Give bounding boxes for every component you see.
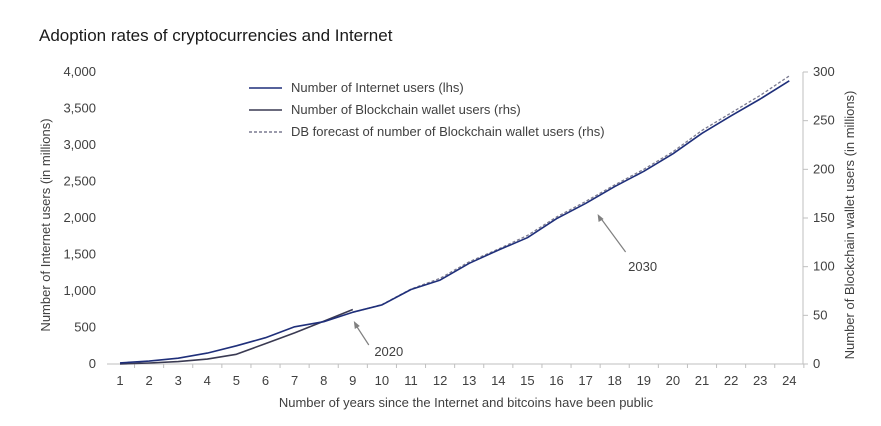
x-tick: 17 (578, 373, 592, 388)
left-axis-ticks: 0 500 1,000 1,500 2,000 2,500 3,000 3,500 4,000 (63, 64, 96, 371)
x-tick: 11 (404, 373, 418, 388)
annotation-arrowhead-2020 (353, 321, 360, 329)
y-tick-left: 2,500 (63, 174, 96, 189)
x-tick: 19 (637, 373, 651, 388)
y-tick-left: 3,500 (63, 101, 96, 116)
y-tick-left: 500 (74, 320, 96, 335)
y-tick-left: 0 (89, 356, 96, 371)
legend-label-2: Number of Blockchain wallet users (rhs) (291, 102, 521, 117)
x-tick: 16 (549, 373, 563, 388)
series-layer (119, 75, 790, 365)
x-tick: 22 (724, 373, 738, 388)
annotations: 2020 2030 (353, 214, 657, 359)
chart-title: Adoption rates of cryptocurrencies and I… (39, 26, 393, 45)
annotation-arrow-2030 (600, 217, 627, 253)
x-tick: 12 (433, 373, 447, 388)
y-tick-left: 3,000 (63, 137, 96, 152)
x-axis-label: Number of years since the Internet and b… (279, 395, 654, 410)
x-tick: 18 (607, 373, 621, 388)
x-tick: 15 (520, 373, 534, 388)
x-tick: 4 (204, 373, 211, 388)
y-tick-left: 4,000 (63, 64, 96, 79)
y-tick-right: 250 (813, 113, 835, 128)
x-tick: 2 (145, 373, 152, 388)
y-tick-right: 0 (813, 356, 820, 371)
x-tick: 20 (666, 373, 680, 388)
y-axis-label-right: Number of Blockchain wallet users (in mi… (842, 91, 857, 360)
legend-label-1: Number of Internet users (lhs) (291, 80, 464, 95)
y-tick-left: 2,000 (63, 210, 96, 225)
right-axis-ticks: 0 50 100 150 200 250 300 (803, 64, 835, 371)
x-tick: 1 (116, 373, 123, 388)
y-tick-left: 1,500 (63, 247, 96, 262)
series-line-2 (119, 308, 354, 365)
series-line-3 (352, 75, 790, 314)
x-tick: 8 (320, 373, 327, 388)
annotation-arrowhead-2030 (597, 214, 604, 222)
y-tick-right: 50 (813, 307, 827, 322)
x-tick: 23 (753, 373, 767, 388)
y-tick-right: 200 (813, 161, 835, 176)
y-tick-right: 300 (813, 64, 835, 79)
x-tick: 21 (695, 373, 709, 388)
x-tick: 6 (262, 373, 269, 388)
x-tick: 10 (375, 373, 389, 388)
x-tick: 9 (349, 373, 356, 388)
x-tick: 7 (291, 373, 298, 388)
x-axis-ticks: 1 2 3 4 5 6 7 8 9 10 11 12 13 14 15 16 17 18 19 20 21 22 23 24 (116, 364, 805, 388)
x-tick: 14 (491, 373, 505, 388)
series-line-1 (119, 80, 790, 364)
annotation-2020: 2020 (374, 344, 403, 359)
annotation-2030: 2030 (628, 259, 657, 274)
x-tick: 3 (175, 373, 182, 388)
x-tick: 5 (233, 373, 240, 388)
y-axis-label-left: Number of Internet users (in millions) (38, 118, 53, 331)
legend: Number of Internet users (lhs) Number of … (249, 80, 605, 139)
y-tick-right: 150 (813, 210, 835, 225)
y-tick-right: 100 (813, 259, 835, 274)
legend-label-3: DB forecast of number of Blockchain wall… (291, 124, 605, 139)
x-tick: 24 (782, 373, 796, 388)
x-tick: 13 (462, 373, 476, 388)
y-tick-left: 1,000 (63, 283, 96, 298)
annotation-arrow-2020 (355, 324, 370, 346)
